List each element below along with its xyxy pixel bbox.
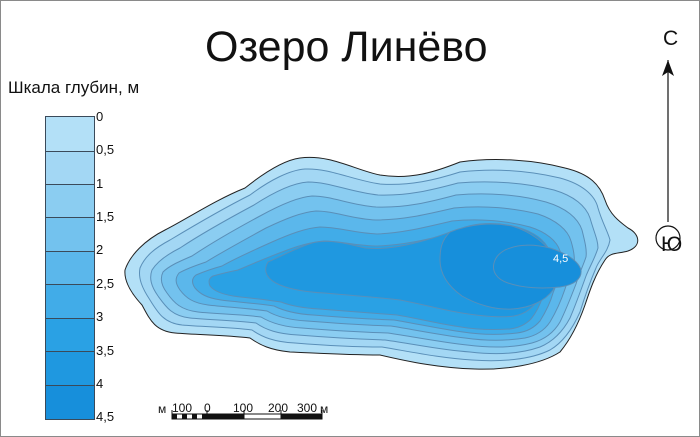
legend-label-5: 2,5 — [96, 276, 115, 291]
legend-band-7 — [46, 351, 94, 385]
max-depth-label: 4,5 — [553, 253, 569, 265]
scale-unit-left: м — [158, 402, 167, 416]
scale-tick-label-0: 100 — [172, 401, 193, 415]
north-arrow — [655, 60, 681, 251]
north-arrow-icon — [662, 60, 674, 76]
scale-tick-label-4: 300 — [297, 401, 318, 415]
scale-unit-right: м — [320, 402, 329, 416]
scale-bar-segment — [202, 414, 207, 419]
compass-north-label: С — [663, 27, 679, 50]
lake-contours — [124, 156, 639, 370]
legend-band-5 — [46, 284, 94, 318]
legend-label-4: 2 — [96, 242, 104, 257]
legend-band-6 — [46, 318, 94, 351]
depth-legend-title: Шкала глубин, м — [8, 78, 140, 97]
compass-south-label: Ю — [661, 233, 683, 256]
legend-band-4 — [46, 251, 94, 284]
legend-label-7: 3,5 — [96, 343, 115, 358]
scale-bar-segment — [192, 414, 197, 419]
scale-bar-segment — [281, 414, 322, 419]
legend-band-8 — [46, 385, 94, 419]
legend-label-6: 3 — [96, 309, 104, 324]
compass-circle — [655, 225, 681, 251]
legend-label-8: 4 — [96, 376, 104, 391]
scale-tick-label-1: 0 — [204, 401, 211, 415]
scale-bar-segment — [172, 414, 177, 419]
map-title: Озеро Линёво — [205, 23, 488, 71]
legend-label-0: 0 — [96, 109, 104, 124]
scale-tick-label-2: 100 — [233, 401, 254, 415]
legend-label-3: 1,5 — [96, 209, 115, 224]
legend-band-3 — [46, 217, 94, 251]
scale-bar-segment — [207, 414, 244, 419]
legend-label-2: 1 — [96, 176, 104, 191]
legend-label-1: 0,5 — [96, 142, 115, 157]
legend-label-9: 4,5 — [96, 409, 115, 424]
legend-band-0 — [46, 117, 94, 151]
scale-bar-segment — [182, 414, 187, 419]
legend-band-2 — [46, 184, 94, 217]
legend-band-1 — [46, 151, 94, 184]
scale-bar — [171, 410, 323, 420]
depth-legend-bar — [45, 116, 95, 420]
scale-tick-label-3: 200 — [268, 401, 289, 415]
depth-contour-9 — [493, 244, 582, 289]
